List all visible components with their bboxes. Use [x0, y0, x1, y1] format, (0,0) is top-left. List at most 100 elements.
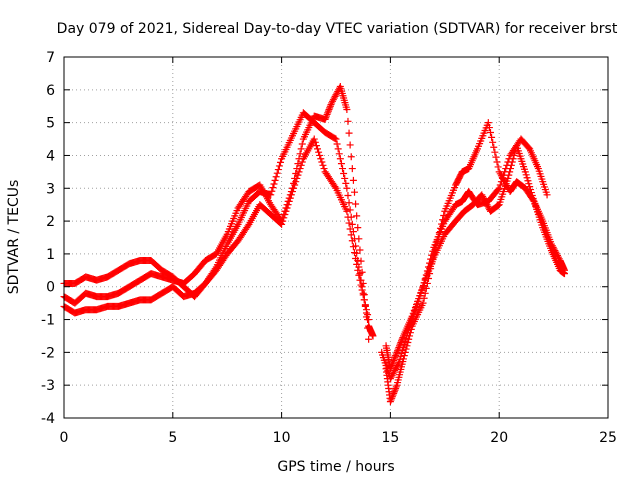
data-point: [357, 257, 365, 265]
data-point: [543, 191, 551, 199]
data-point: [496, 181, 504, 189]
data-point: [325, 106, 333, 114]
x-tick-label: 15: [381, 430, 399, 446]
data-point: [355, 271, 363, 279]
series-track-d: [382, 119, 568, 406]
y-tick-label: 7: [46, 50, 55, 66]
data-point: [510, 151, 518, 159]
chart-title: Day 079 of 2021, Sidereal Day-to-day VTE…: [57, 21, 618, 37]
data-point: [560, 266, 568, 274]
grid: [64, 57, 608, 418]
data-point: [507, 161, 515, 169]
data-point: [310, 135, 318, 143]
data-point: [334, 145, 342, 153]
x-axis-label: GPS time / hours: [277, 459, 394, 475]
data-point: [365, 335, 373, 343]
y-tick-label: -4: [41, 411, 55, 427]
data-point: [277, 158, 285, 166]
data-point: [332, 135, 340, 143]
data-point: [399, 334, 407, 342]
y-tick-label: 6: [46, 83, 55, 99]
data-point: [354, 266, 362, 274]
series-track-c: [60, 135, 373, 324]
data-point: [529, 194, 537, 202]
data-point: [285, 197, 293, 205]
data-point: [359, 291, 367, 299]
y-tick-label: -1: [41, 313, 55, 329]
data-point: [336, 155, 344, 163]
data-point: [399, 346, 407, 354]
data-point: [319, 161, 327, 169]
data-point: [290, 184, 298, 192]
data-point: [390, 389, 398, 397]
data-point: [244, 222, 252, 230]
data-point: [388, 394, 396, 402]
data-point: [488, 133, 496, 141]
data-point: [297, 161, 305, 169]
data-point: [345, 129, 353, 137]
series-track-b: [60, 83, 373, 343]
data-point: [316, 151, 324, 159]
x-tick-label: 20: [490, 430, 508, 446]
data-point: [364, 324, 372, 332]
data-points: [60, 83, 568, 406]
data-point: [312, 142, 320, 150]
data-point: [361, 301, 369, 309]
data-point: [296, 165, 304, 173]
data-point: [284, 201, 292, 209]
data-point: [292, 178, 300, 186]
data-point: [346, 206, 354, 214]
data-point: [348, 237, 356, 245]
data-point: [278, 220, 286, 228]
data-point: [340, 170, 348, 178]
data-point: [403, 332, 411, 340]
data-point: [362, 306, 370, 314]
data-point: [274, 166, 282, 174]
data-point: [352, 255, 360, 263]
y-tick-label: 0: [46, 280, 55, 296]
data-point: [527, 189, 535, 197]
data-point: [314, 145, 322, 153]
data-point: [295, 168, 303, 176]
data-point: [524, 177, 532, 185]
x-tick-label: 0: [60, 430, 69, 446]
y-tick-label: 5: [46, 116, 55, 132]
x-tick-label: 10: [273, 430, 291, 446]
data-point: [393, 348, 401, 356]
data-point: [493, 158, 501, 166]
data-point: [396, 355, 404, 363]
data-point: [349, 176, 357, 184]
data-point: [298, 158, 306, 166]
data-point: [343, 207, 351, 215]
data-point: [280, 214, 288, 222]
data-point: [364, 311, 372, 319]
data-point: [342, 179, 350, 187]
data-point: [297, 145, 305, 153]
data-point: [286, 194, 294, 202]
data-point: [388, 393, 396, 401]
data-point: [369, 332, 377, 340]
data-point: [323, 110, 331, 118]
data-point: [348, 220, 356, 228]
data-point: [341, 174, 349, 182]
data-point: [511, 148, 519, 156]
data-point: [523, 174, 531, 182]
series-track-f: [378, 142, 568, 383]
data-point: [344, 117, 352, 125]
data-point: [347, 231, 355, 239]
data-point: [391, 386, 399, 394]
data-point: [298, 140, 306, 148]
data-point: [358, 268, 366, 276]
data-point: [281, 211, 289, 219]
data-point: [397, 352, 405, 360]
y-tick-label: 3: [46, 181, 55, 197]
data-point: [394, 345, 402, 353]
data-point: [388, 360, 396, 368]
data-point: [392, 352, 400, 360]
data-point: [287, 191, 295, 199]
data-point: [395, 358, 403, 366]
data-point: [273, 169, 281, 177]
data-point: [320, 165, 328, 173]
data-point: [350, 249, 358, 257]
data-point: [282, 207, 290, 215]
